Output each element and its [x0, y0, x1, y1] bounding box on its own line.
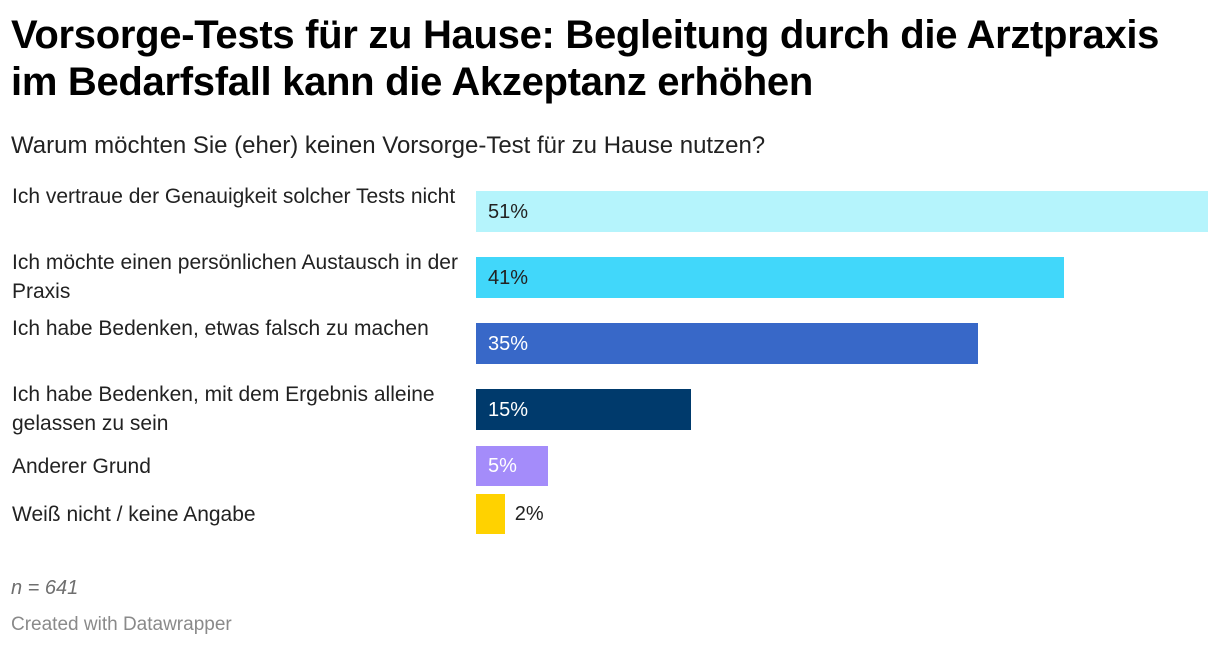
bar	[476, 257, 1065, 298]
bar-value-label: 35%	[488, 332, 529, 355]
category-label: Ich vertraue der Genauigkeit solcher Tes…	[12, 185, 456, 208]
bar-value-label: 5%	[488, 455, 517, 477]
bar-value-label: 51%	[488, 200, 529, 223]
category-label: Ich möchte einen persönlichen Austausch …	[12, 251, 458, 303]
bar-value-label: 15%	[488, 398, 529, 421]
bar	[476, 494, 505, 534]
datawrapper-credit: Created with Datawrapper	[11, 614, 232, 635]
category-label: Weiß nicht / keine Angabe	[12, 503, 256, 526]
chart-title: Vorsorge-Tests für zu Hause: Begleitung …	[11, 13, 1160, 104]
bar-value-label: 2%	[514, 503, 544, 525]
bar-value-label: 41%	[488, 266, 529, 289]
bar	[476, 389, 692, 430]
category-label: Ich habe Bedenken, mit dem Ergebnis alle…	[12, 383, 435, 435]
bar	[476, 191, 1208, 232]
bar	[476, 446, 548, 486]
sample-size-note: n = 641	[11, 577, 79, 599]
bar	[476, 323, 979, 364]
category-label: Ich habe Bedenken, etwas falsch zu mache…	[12, 317, 429, 340]
category-label: Anderer Grund	[12, 455, 151, 478]
chart-subtitle: Warum möchten Sie (eher) keinen Vorsorge…	[11, 132, 766, 159]
